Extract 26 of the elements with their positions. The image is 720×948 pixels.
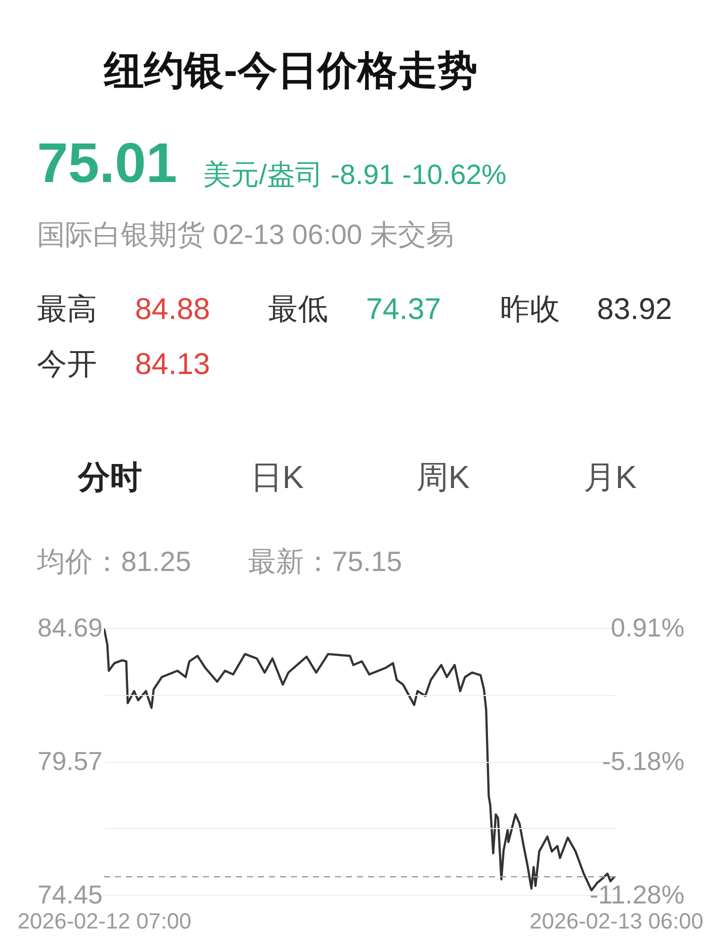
x-tick-label: 2026-02-13 06:00 — [530, 908, 704, 934]
text: 日K — [250, 459, 304, 495]
text: 83.92 — [597, 293, 672, 326]
text: 最低 — [268, 293, 328, 326]
text: 月K — [583, 459, 637, 495]
text: 今开 — [37, 348, 97, 381]
y2-tick-label: -11.28% — [590, 880, 684, 910]
text: 84.13 — [135, 348, 210, 381]
text: 分时 — [77, 459, 142, 495]
chart-title: 纽约银-今日价格走势 — [103, 49, 478, 93]
text: 75.01 — [37, 131, 178, 194]
text: 74.37 — [366, 293, 442, 326]
y2-tick-label: -5.18% — [602, 746, 684, 776]
text: 84.88 — [135, 293, 210, 326]
text: 最高 — [37, 293, 97, 326]
text: 美元/盎司 -8.91 -10.62% — [203, 159, 506, 190]
text: 国际白银期货 02-13 06:00 未交易 — [37, 219, 454, 250]
y-tick-label: 84.69 — [38, 612, 103, 642]
text: 周K — [416, 459, 470, 495]
x-tick-label: 2026-02-12 07:00 — [18, 908, 192, 934]
y2-tick-label: 0.91% — [610, 612, 684, 642]
y-tick-label: 79.57 — [38, 746, 103, 776]
text: 昨收 — [500, 293, 560, 326]
text: 均价：81.25 — [36, 546, 192, 577]
y-tick-label: 74.45 — [38, 880, 103, 910]
text: 最新：75.15 — [248, 546, 402, 577]
